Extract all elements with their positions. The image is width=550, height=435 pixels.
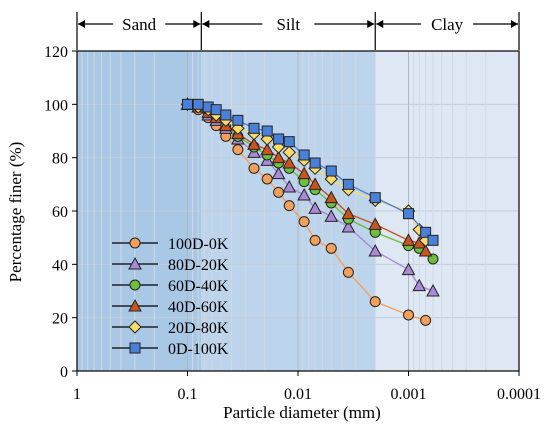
y-tick-label-2: 40 [52,257,68,274]
legend-label-5: 0D-100K [168,341,229,358]
series-5-point-4 [220,109,232,121]
series-5-point-10 [298,149,310,161]
series-0-point-14 [369,296,381,308]
zone-label-bg-1 [262,12,315,34]
series-5-point-16 [420,226,432,238]
series-0-point-9 [283,200,295,212]
y-tick-label-6: 120 [44,44,68,61]
series-3-point-6 [247,137,261,150]
legend-label-1: 80D-20K [168,257,229,274]
series-0-point-13 [342,266,354,278]
legend-label-3: 40D-60K [168,299,229,316]
series-5-point-12 [325,165,337,177]
series-0-point-8 [273,186,285,198]
series-3-point-15 [401,233,416,246]
legend-label-2: 60D-40K [168,278,229,295]
y-tick-label-1: 20 [52,311,68,328]
series-5-point-15 [403,208,414,220]
series-5-point-11 [309,157,321,169]
series-5-point-17 [427,234,439,246]
series-5-point-5 [232,114,244,126]
zone-arrowhead-right-1 [367,20,375,28]
y-tick-label-3: 60 [52,204,68,221]
zone-arrowhead-left-1 [202,20,210,28]
legend-label-0: 100D-0K [168,236,229,253]
series-0-point-11 [309,234,321,246]
series-3-point-12 [324,190,339,204]
series-1-point-10 [297,187,311,201]
data-series [180,97,440,326]
series-3-point-14 [368,217,383,230]
x-tick-label-0: 1 [73,386,81,403]
series-1-point-14 [368,243,383,257]
series-3-point-10 [297,166,311,180]
series-3-point-7 [260,142,275,156]
series-0-point-7 [261,173,273,185]
soil-zone-header: Sand Silt Clay [76,12,520,50]
zone-arrowhead-left-2 [376,20,384,28]
series-5-point-7 [261,125,273,137]
legend-marker-2 [129,279,141,291]
y-tick-label-5: 100 [44,97,68,114]
x-tick-label-1: 0.1 [178,386,198,403]
zone-arrowhead-right-2 [511,20,518,28]
zone-label-bg-2 [421,12,474,34]
series-5-point-0 [182,98,193,110]
series-3-point-9 [282,155,297,169]
axes: 0 20 40 60 80 100 120 1 0.1 0.01 0.001 0.0001 [44,44,541,403]
series-5-point-8 [273,133,285,145]
series-1-point-8 [271,166,286,180]
x-tick-label-2: 0.01 [284,386,312,403]
legend: 100D-0K 80D-20K 60D-40K 40D-60K 20D-80K 0D-10… [112,236,229,358]
series-1-point-16 [412,278,427,292]
series-4-point-9 [282,145,296,160]
series-0-point-10 [298,216,310,228]
series-5-point-6 [248,122,260,134]
series-1-point-11 [308,201,322,214]
series-5-point-9 [283,136,295,148]
series-0-point-5 [232,144,244,156]
legend-marker-5 [129,342,141,354]
x-tick-label-3: 0.001 [391,386,427,403]
series-3-point-11 [308,177,322,190]
series-5-point-13 [342,178,354,190]
legend-label-4: 20D-80K [168,320,229,337]
series-0-point-15 [403,309,414,321]
series-0-point-16 [420,314,432,326]
zone-label-1: Silt [276,15,300,34]
y-axis-label: Percentage finer (%) [6,142,25,283]
series-5-point-3 [210,104,222,116]
series-3-point-17 [418,243,433,257]
zone-label-bg-0 [113,12,166,34]
series-3-point-8 [271,150,286,164]
zone-arrowhead-left-0 [78,20,85,28]
series-3-point-13 [341,206,356,220]
x-tick-label-4: 0.0001 [497,386,541,403]
zone-arrowhead-right-0 [193,20,201,28]
series-1-point-9 [282,179,297,193]
series-5 [182,98,439,246]
legend-marker-4 [128,320,142,334]
series-0-point-6 [248,162,260,174]
y-tick-label-4: 80 [52,151,68,168]
series-1-point-13 [341,219,356,233]
zone-label-0: Sand [122,15,157,34]
series-1-point-15 [401,262,416,276]
series-1-point-12 [324,209,339,222]
series-5-point-14 [369,192,381,204]
zone-label-2: Clay [431,15,464,34]
legend-marker-0 [129,237,141,249]
series-1-point-17 [426,283,440,297]
series-5-point-1 [192,98,204,110]
y-tick-label-0: 0 [60,364,68,381]
x-axis-label: Particle diameter (mm) [223,403,381,422]
legend-marker-3 [128,298,142,312]
legend-marker-1 [128,256,142,270]
series-0-point-12 [325,242,337,254]
